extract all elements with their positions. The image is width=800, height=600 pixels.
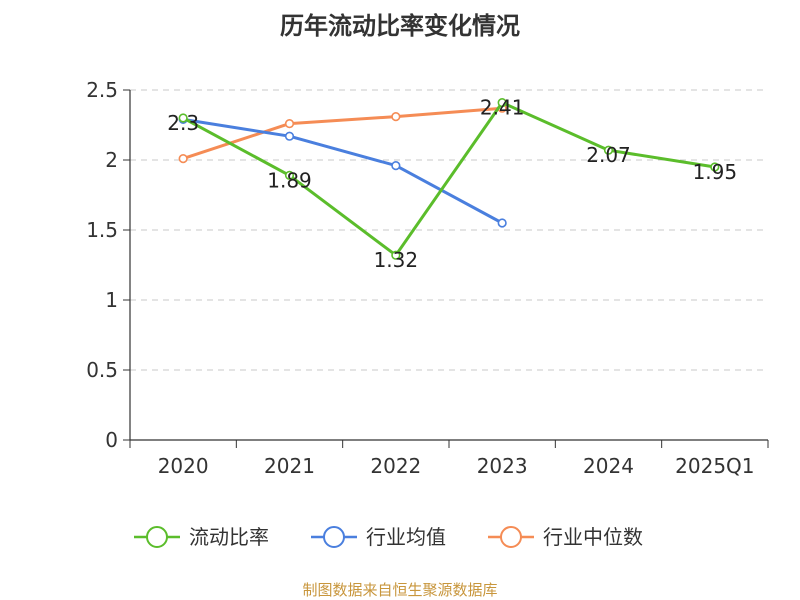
x-tick-label: 2020 [158,454,209,478]
y-tick-label: 1.5 [86,218,118,242]
x-tick-label: 2021 [264,454,315,478]
gridlines [130,89,768,371]
y-tick-label: 0.5 [86,358,118,382]
legend-item[interactable]: 流动比率 [134,525,269,549]
legend-circle-icon [146,526,168,548]
legend-label: 行业均值 [366,525,446,549]
data-label: 2.07 [586,143,631,167]
data-point[interactable] [284,118,295,129]
data-point[interactable] [178,154,188,164]
legend-circle-icon [500,526,522,548]
data-point[interactable] [391,250,401,260]
series-line [182,106,503,161]
source-note: 制图数据来自恒生聚源数据库 [302,581,498,599]
legend-label: 行业中位数 [543,525,643,549]
y-tick-label: 2 [105,148,118,172]
data-point[interactable] [284,131,295,141]
data-point[interactable] [497,97,507,108]
legend-item[interactable]: 行业中位数 [488,525,643,549]
series-line [182,101,716,257]
series-lines [178,97,720,260]
x-tick-label: 2023 [477,454,528,478]
axes: 0 0.5 1 1.5 2 2.5 2020 2021 2022 2023 2024 2025Q1 [86,78,769,478]
chart-title: 历年流动比率变化情况 [280,12,520,40]
data-point[interactable] [284,170,295,180]
data-point[interactable] [497,218,507,228]
data-label: 2.3 [167,111,199,135]
legend-label: 流动比率 [189,525,269,549]
data-labels: 2.3 1.89 1.32 2.41 2.07 1.95 [167,96,737,273]
data-label: 2.41 [480,96,525,120]
data-label: 1.89 [267,168,312,192]
series-line [182,117,503,225]
data-point[interactable] [710,162,720,172]
x-tick-label: 2022 [370,454,421,478]
data-point[interactable] [391,111,401,122]
x-tick-label: 2025Q1 [675,454,754,478]
y-tick-label: 1 [105,288,118,312]
data-point[interactable] [603,145,614,155]
data-label: 1.95 [693,160,738,184]
y-tick-label: 0 [105,428,118,452]
legend[interactable]: 流动比率 行业均值 行业中位数 [134,525,643,549]
data-point[interactable] [178,113,188,123]
data-point[interactable] [391,161,401,171]
legend-circle-icon [323,526,345,548]
x-tick-label: 2024 [583,454,634,478]
legend-item[interactable]: 行业均值 [311,525,446,549]
data-label: 1.32 [374,248,419,272]
y-tick-label: 2.5 [86,78,118,102]
